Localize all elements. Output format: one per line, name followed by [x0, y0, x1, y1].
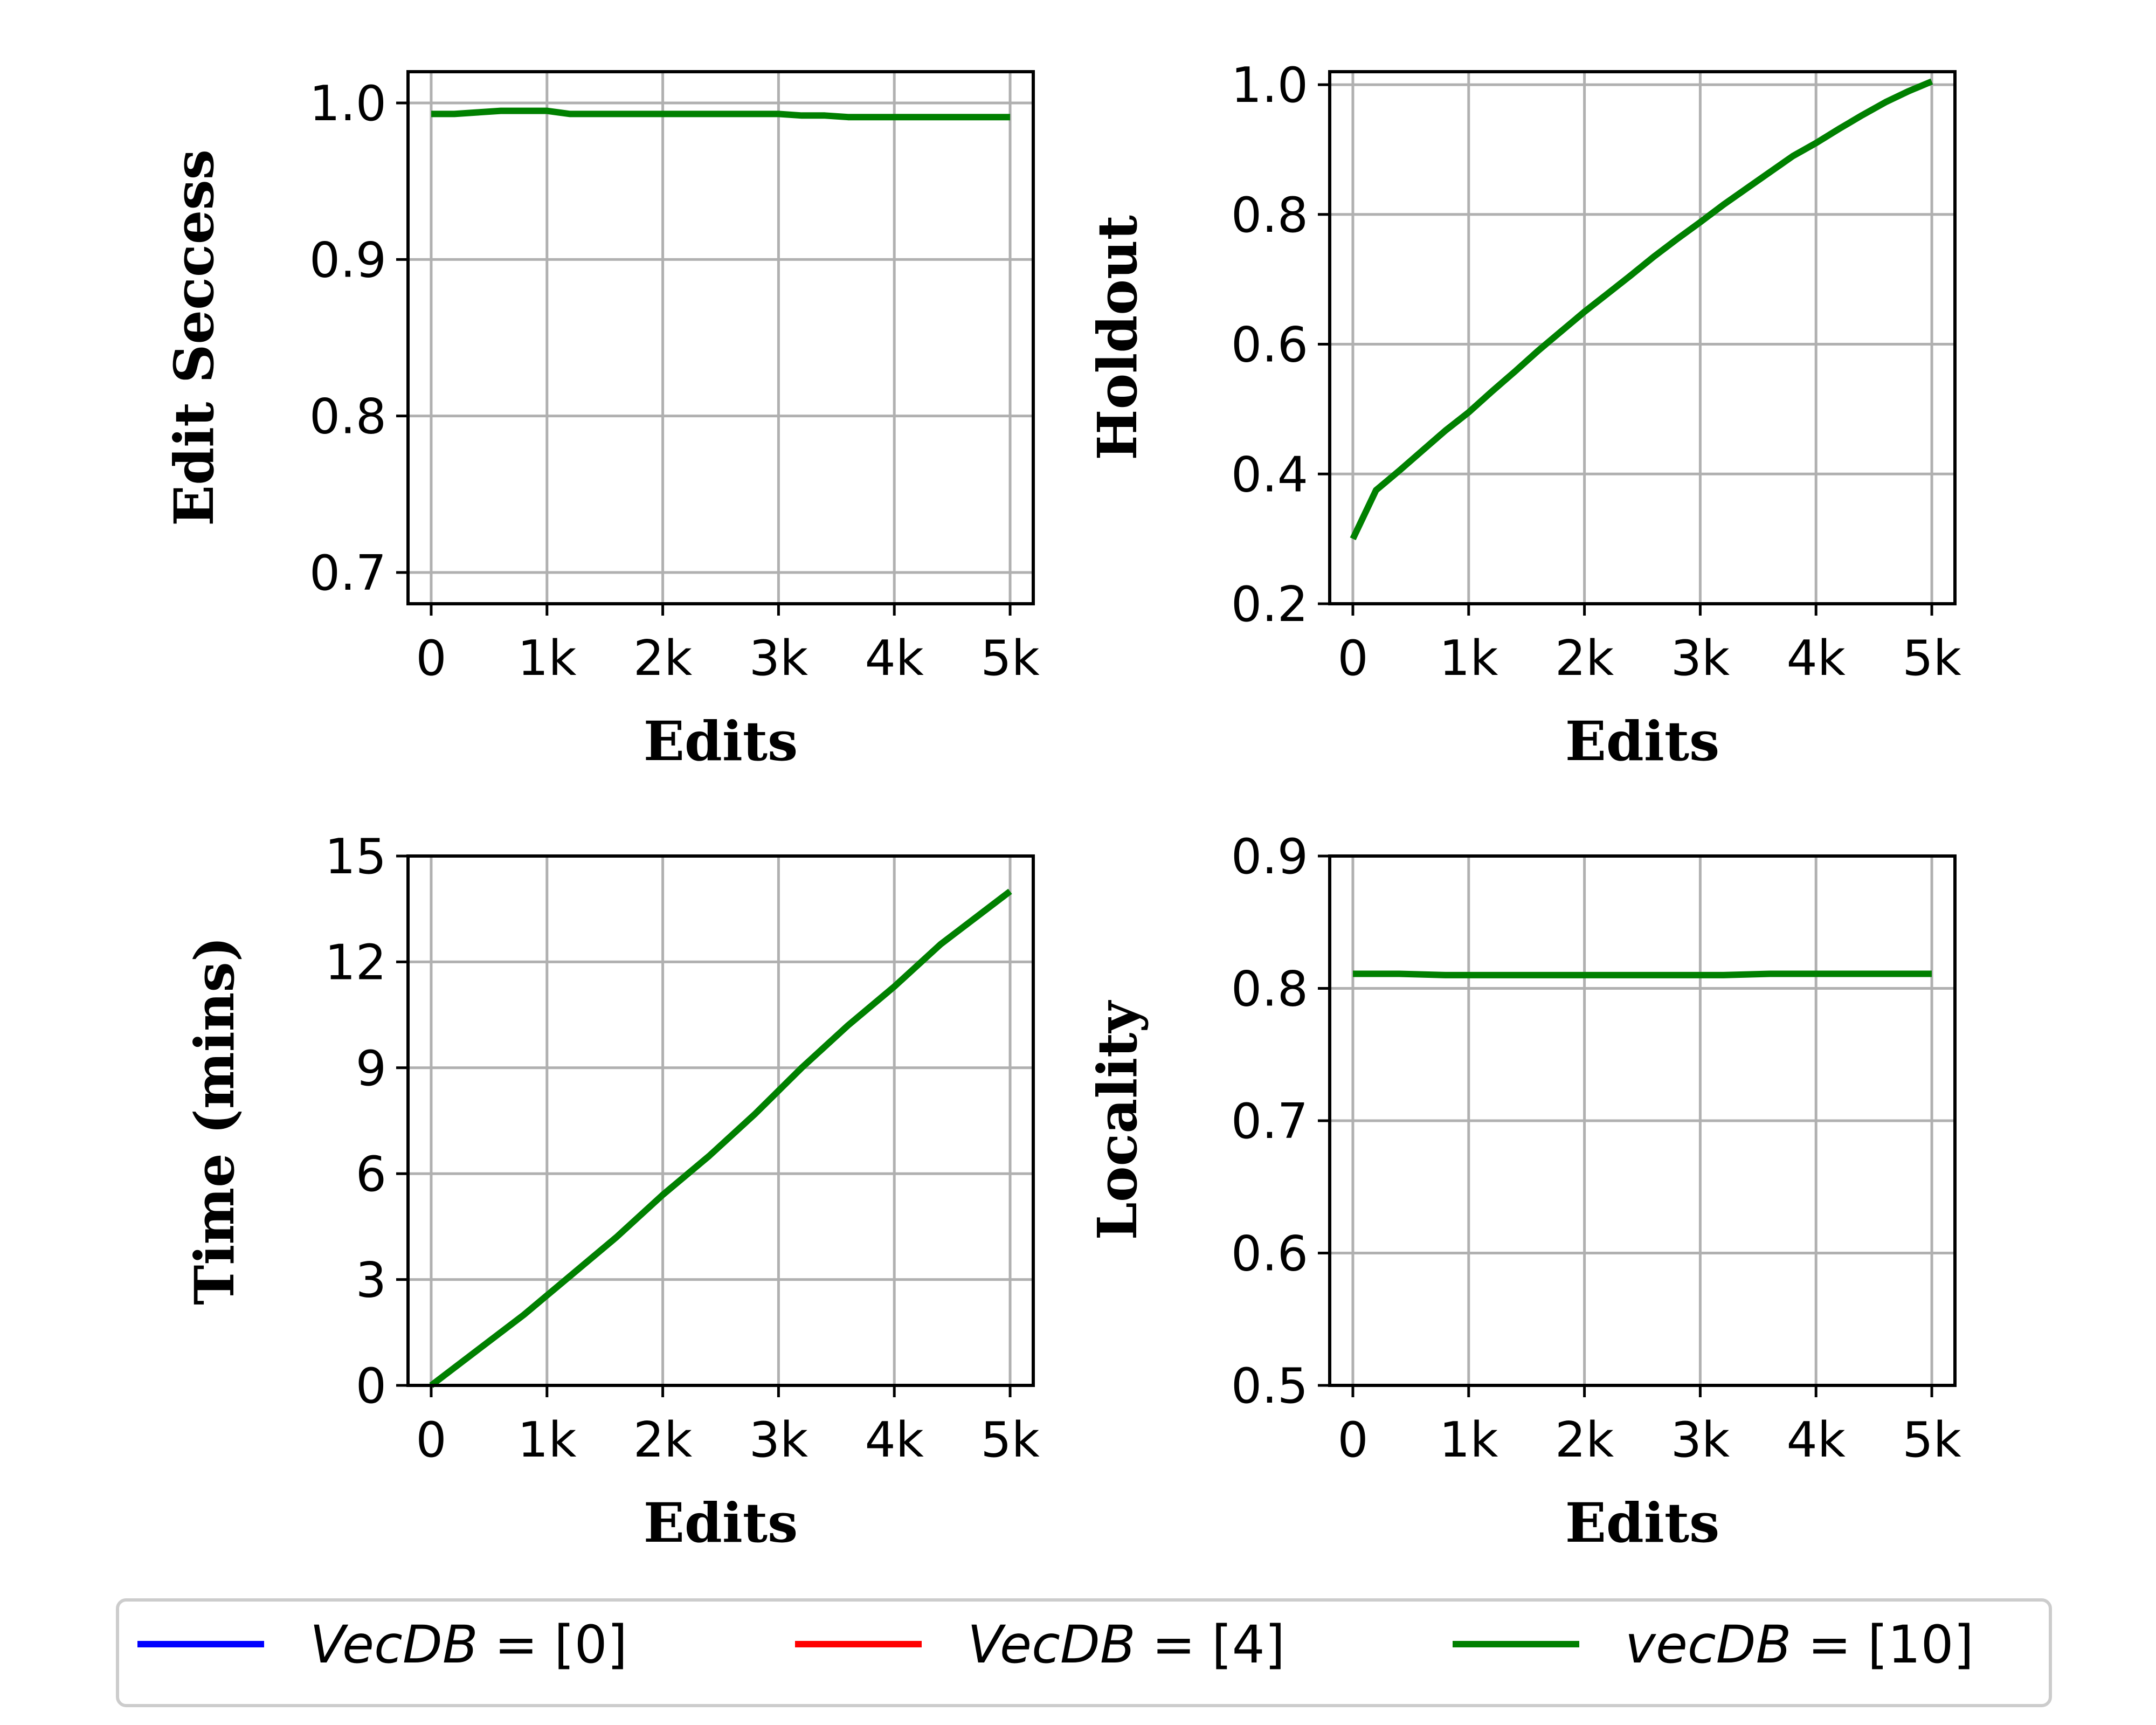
legend-label-vecdb-0: VecDB = [0]	[310, 1614, 627, 1675]
axes-frame	[1328, 70, 1957, 605]
panel-4: 0 1k 2k 3k 4k 5k 0.5 0.6 0.7 0.8 0.9 Edits Locality	[1086, 829, 1961, 1555]
x-tick-label: 3k	[749, 630, 808, 687]
x-tick-label: 2k	[1555, 630, 1614, 687]
x-tick-label: 5k	[980, 630, 1039, 687]
x-tick-label: 4k	[1787, 630, 1846, 687]
x-tick-label: 1k	[1439, 1412, 1498, 1468]
y-tick-label: 0.4	[1231, 446, 1308, 503]
x-axis-label: Edits	[644, 1491, 798, 1555]
series-line-vecdb-10	[1353, 970, 1932, 978]
y-tick-label: 0.6	[1231, 1226, 1308, 1282]
x-tick-label: 3k	[749, 1412, 808, 1468]
x-tick-label: 5k	[1902, 630, 1961, 687]
y-tick-label: 0.6	[1231, 317, 1308, 374]
x-axis-label: Edits	[1565, 1491, 1720, 1555]
x-tick-label: 4k	[1787, 1412, 1846, 1468]
y-tick-label: 0	[356, 1358, 386, 1414]
y-axis-label: Locality	[1086, 1000, 1149, 1240]
y-tick-label: 0.9	[1231, 829, 1308, 885]
y-axis-label: Time (mins)	[183, 936, 246, 1305]
x-tick-label: 2k	[633, 630, 692, 687]
legend-label-vecdb-10: vecDB = [10]	[1625, 1614, 1974, 1675]
axes-frame	[406, 854, 1035, 1387]
y-tick-label: 0.8	[1231, 961, 1308, 1018]
x-tick-label: 0	[416, 630, 446, 687]
y-tick-label: 1.0	[1231, 57, 1308, 114]
legend: VecDB = [0] VecDB = [4] vecDB = [10]	[116, 1598, 2052, 1707]
x-tick-label: 4k	[865, 630, 924, 687]
panel-3: 0 1k 2k 3k 4k 5k 0 3 6 9 12 15 Edits Time (mins)	[183, 829, 1040, 1555]
x-tick-label: 2k	[1555, 1412, 1614, 1468]
y-tick-label: 6	[356, 1146, 386, 1203]
y-tick-label: 9	[356, 1040, 386, 1097]
y-tick-label: 3	[356, 1252, 386, 1309]
y-tick-label: 1.0	[309, 75, 386, 132]
legend-frame	[116, 1598, 2052, 1707]
y-tick-label: 0.5	[1231, 1358, 1308, 1414]
y-tick-label: 0.7	[309, 545, 386, 602]
panel-1: 0 1k 2k 3k 4k 5k 0.7 0.8 0.9 1.0 Edits Edit Seccess	[162, 70, 1040, 773]
x-axis-label: Edits	[1565, 709, 1720, 773]
y-tick-label: 0.7	[1231, 1093, 1308, 1150]
x-tick-label: 1k	[517, 630, 576, 687]
y-tick-label: 0.2	[1231, 576, 1308, 633]
x-tick-label: 4k	[865, 1412, 924, 1468]
x-axis-label: Edits	[644, 709, 798, 773]
y-tick-label: 0.8	[309, 389, 386, 445]
y-axis-label: Holdout	[1086, 215, 1149, 460]
y-tick-label: 12	[324, 934, 386, 991]
x-tick-label: 0	[1337, 1412, 1368, 1468]
x-tick-label: 0	[416, 1412, 446, 1468]
x-tick-label: 1k	[517, 1412, 576, 1468]
y-tick-label: 15	[324, 829, 386, 885]
x-tick-label: 0	[1337, 630, 1368, 687]
x-tick-label: 5k	[1902, 1412, 1961, 1468]
panel-2: 0 1k 2k 3k 4k 5k 0.2 0.4 0.6 0.8 1.0 Edits Holdout	[1086, 57, 1961, 773]
x-tick-label: 5k	[980, 1412, 1039, 1468]
y-tick-label: 0.8	[1231, 187, 1308, 244]
x-tick-label: 3k	[1671, 630, 1730, 687]
axes-frame	[406, 70, 1035, 605]
x-tick-label: 2k	[633, 1412, 692, 1468]
series-line-vecdb-10	[429, 888, 1012, 1388]
x-tick-label: 1k	[1439, 630, 1498, 687]
y-tick-label: 0.9	[309, 232, 386, 288]
y-axis-label: Edit Seccess	[162, 149, 226, 526]
legend-label-vecdb-4: VecDB = [4]	[968, 1614, 1285, 1675]
x-tick-label: 3k	[1671, 1412, 1730, 1468]
panels: 0 1k 2k 3k 4k 5k 0.7 0.8 0.9 1.0 Edits Edit Seccess…	[162, 57, 1961, 1555]
series-line-vecdb-10	[1350, 78, 1933, 541]
series-line-vecdb-10	[431, 107, 1010, 121]
